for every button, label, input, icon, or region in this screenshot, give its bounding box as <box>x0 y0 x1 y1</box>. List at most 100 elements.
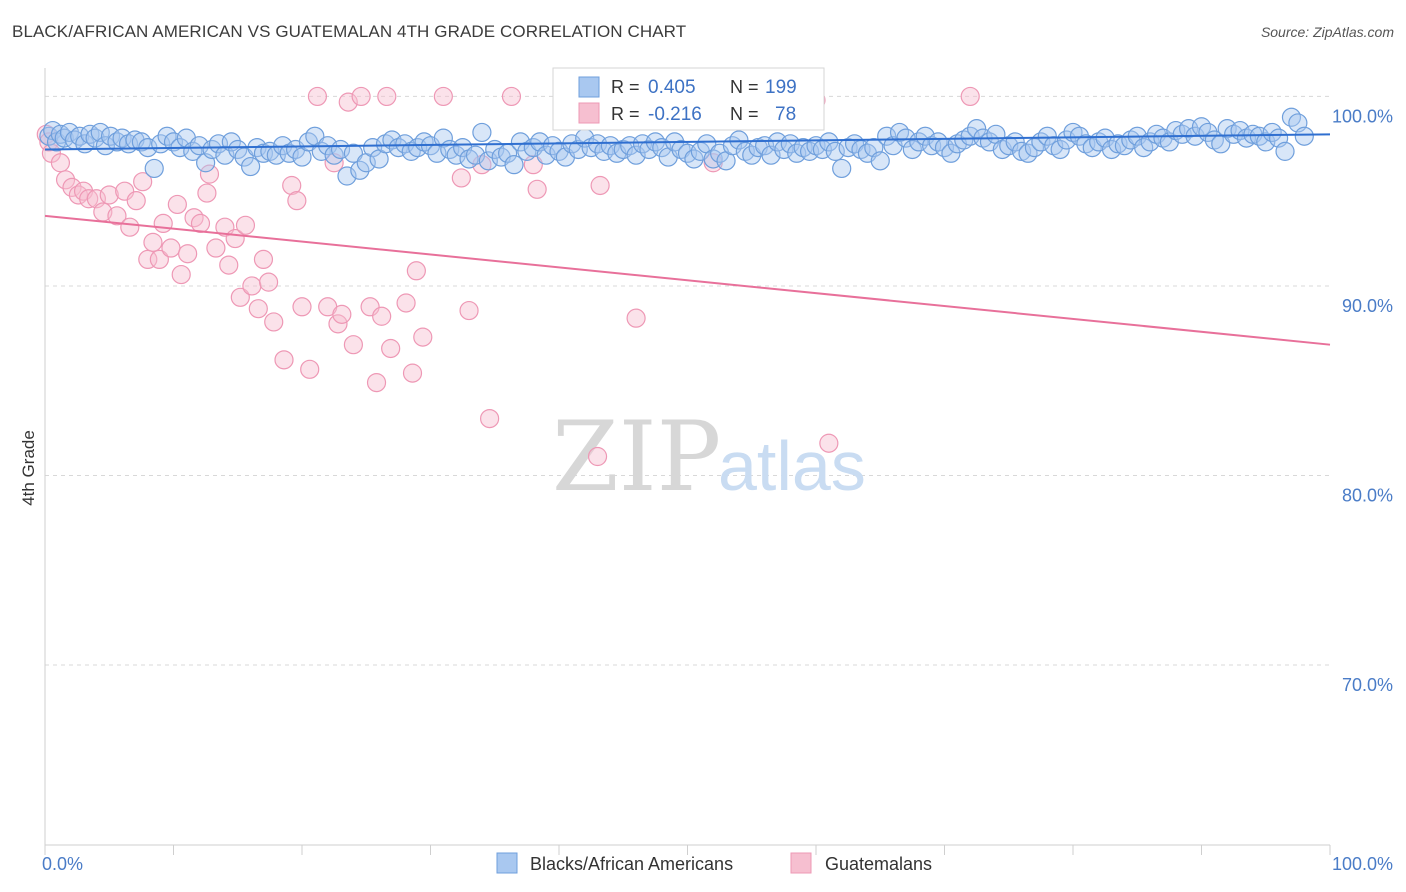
blacks-african-americans-points <box>39 107 1314 186</box>
guatemalan-point <box>343 335 363 355</box>
guatemalan-point <box>50 153 71 173</box>
black-african-american-point <box>504 155 524 175</box>
black-african-american-point <box>600 136 621 156</box>
guatemalan-point <box>264 312 284 332</box>
y-tick-label: 90.0% <box>1342 296 1393 316</box>
guatemalan-point <box>68 185 89 205</box>
black-african-american-point <box>1198 122 1218 143</box>
legend-pink-label: Guatemalans <box>825 854 932 874</box>
black-african-american-point <box>1256 132 1276 152</box>
guatemalan-point <box>587 446 608 467</box>
watermark-zip: ZIP <box>552 401 721 513</box>
black-african-american-point <box>189 136 209 156</box>
legend-blue-label: Blacks/African Americans <box>530 854 733 874</box>
guatemalan-point <box>307 86 328 107</box>
black-african-american-point <box>433 128 453 148</box>
guatemalan-point <box>413 327 433 347</box>
blue-r-label: R = <box>611 77 640 97</box>
guatemalan-point <box>99 185 119 205</box>
pink-stat-swatch <box>578 102 600 124</box>
black-african-american-point <box>1294 126 1314 146</box>
guatemalan-point <box>366 372 387 393</box>
guatemalan-point <box>107 206 127 226</box>
guatemalan-point <box>126 191 146 211</box>
black-african-american-point <box>472 122 492 143</box>
blue-trend-line <box>44 133 1331 151</box>
guatemalan-point <box>282 175 302 196</box>
watermark: ZIP atlas <box>552 401 866 513</box>
guatemalan-point <box>381 338 401 359</box>
trend-lines <box>44 133 1331 346</box>
y-tick-label: 80.0% <box>1342 485 1393 505</box>
guatemalan-point <box>149 249 169 270</box>
y-axis-label: 4th Grade <box>19 430 38 506</box>
black-african-american-point <box>350 160 370 180</box>
pink-r-value: -0.216 <box>648 104 702 125</box>
guatemalan-point <box>167 194 187 215</box>
guatemalan-point <box>590 175 610 196</box>
guatemalan-point <box>287 191 307 211</box>
guatemalan-point <box>402 363 423 383</box>
guatemalan-point <box>235 215 256 235</box>
black-african-american-point <box>902 139 922 160</box>
legend-pink-swatch <box>790 852 812 874</box>
guatemalan-point <box>819 433 839 453</box>
guatemalan-point <box>242 276 262 296</box>
guatemalan-point <box>527 179 547 199</box>
guatemalan-point <box>197 183 217 203</box>
legend-blue-swatch <box>496 852 518 874</box>
guatemalan-point <box>501 86 522 107</box>
guatemalan-point <box>300 359 320 379</box>
pink-trend-line <box>44 214 1331 346</box>
guatemalan-point <box>372 306 392 326</box>
guatemalan-point <box>274 350 294 370</box>
black-african-american-point <box>343 143 363 163</box>
black-african-american-point <box>1056 130 1077 150</box>
gridlines <box>45 95 1330 666</box>
blue-stat-swatch <box>578 76 600 98</box>
guatemalan-point <box>219 255 239 275</box>
guatemalan-point <box>328 314 348 334</box>
black-african-american-point <box>729 130 749 150</box>
watermark-atlas: atlas <box>718 427 866 505</box>
blue-n-value: 199 <box>765 77 797 98</box>
guatemalan-point <box>143 232 163 252</box>
guatemalan-point <box>459 300 479 321</box>
black-african-american-point <box>446 145 466 165</box>
guatemalan-point <box>79 189 99 209</box>
black-african-american-point <box>941 143 961 163</box>
guatemalan-point <box>153 213 173 233</box>
stats-legend-box: R = 0.405 N = 199 R = -0.216 N = 78 <box>552 67 825 131</box>
y-tick-label: 70.0% <box>1342 675 1393 695</box>
source-credit: Source: ZipAtlas.com <box>1260 24 1394 40</box>
chart-title: BLACK/AFRICAN AMERICAN VS GUATEMALAN 4TH… <box>12 22 687 41</box>
y-tick-label: 100.0% <box>1332 106 1393 126</box>
x-tick-labels: 0.0% 100.0% <box>42 854 1393 874</box>
guatemalan-point <box>171 264 191 285</box>
black-african-american-point <box>228 139 248 160</box>
guatemalan-point <box>161 238 181 258</box>
guatemalan-point <box>178 244 198 264</box>
black-african-american-point <box>478 151 498 171</box>
guatemalan-point <box>377 86 397 107</box>
guatemalan-point <box>406 261 426 281</box>
guatemalan-point <box>190 213 211 233</box>
guatemalan-point <box>120 217 140 237</box>
pink-n-label: N = <box>730 104 759 124</box>
guatemalan-point <box>230 287 250 307</box>
black-african-american-point <box>832 158 852 179</box>
black-african-american-point <box>780 134 800 154</box>
black-african-american-point <box>1037 126 1057 146</box>
guatemalan-point <box>451 168 471 188</box>
guatemalan-point <box>292 297 312 317</box>
black-african-american-point <box>395 134 415 154</box>
black-african-american-point <box>1275 141 1295 161</box>
black-african-american-point <box>825 141 845 161</box>
guatemalan-point <box>39 132 59 152</box>
black-african-american-point <box>870 151 890 171</box>
guatemalan-point <box>433 86 453 107</box>
black-african-american-point <box>1050 139 1070 160</box>
black-african-american-point <box>363 137 383 158</box>
guatemalan-point <box>253 249 274 270</box>
guatemalan-point <box>248 299 268 319</box>
